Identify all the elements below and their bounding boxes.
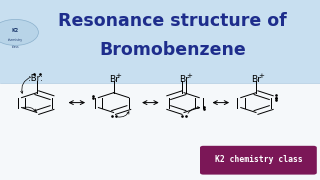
Text: +: + — [258, 73, 264, 79]
Text: Br: Br — [179, 75, 189, 84]
Bar — [0, 0, 320, 83]
Text: K2: K2 — [12, 28, 19, 33]
Circle shape — [0, 19, 38, 45]
Text: K2 chemistry class: K2 chemistry class — [215, 155, 303, 164]
Text: Resonance structure of: Resonance structure of — [59, 12, 287, 30]
Text: chemistry: chemistry — [8, 38, 23, 42]
Text: Br: Br — [251, 75, 261, 84]
Text: :Br:: :Br: — [28, 74, 43, 83]
Text: Bromobenzene: Bromobenzene — [100, 41, 246, 59]
FancyBboxPatch shape — [200, 146, 317, 175]
Text: +: + — [116, 73, 121, 79]
Text: +: + — [186, 73, 192, 79]
Text: class: class — [12, 45, 19, 49]
Text: Br: Br — [109, 75, 119, 84]
